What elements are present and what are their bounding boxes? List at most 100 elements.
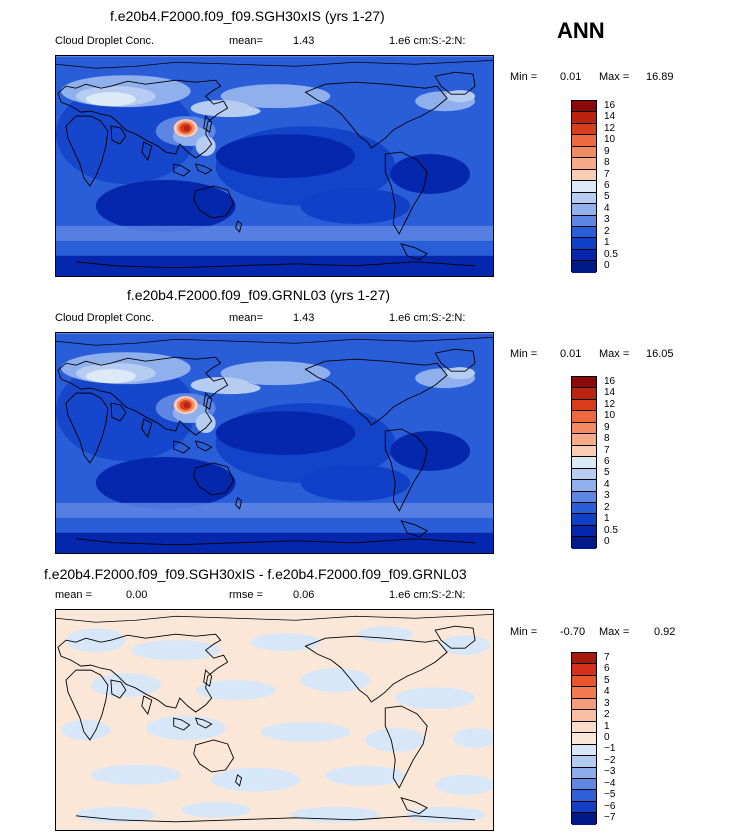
- panel3-map-svg: [56, 610, 493, 830]
- colorbar-swatch: [572, 146, 596, 159]
- colorbar-tick-label: 7: [604, 168, 610, 180]
- panel3-min-value: -0.70: [560, 626, 586, 638]
- colorbar-swatch: [572, 377, 596, 389]
- colorbar-tick-label: 8: [604, 157, 610, 169]
- panel3-units: 1.e6 cm:S:-2:N:: [389, 589, 466, 601]
- colorbar-swatch: [572, 169, 596, 182]
- colorbar-swatch: [572, 112, 596, 124]
- colorbar-swatch: [572, 514, 596, 526]
- colorbar-tick-label: 1: [604, 237, 610, 249]
- colorbar-tick-label: 10: [604, 410, 616, 422]
- panel2-field-label: Cloud Droplet Conc.: [55, 312, 155, 324]
- colorbar-tick-label: −4: [604, 777, 616, 789]
- colorbar-tick-label: 10: [604, 134, 616, 146]
- colorbar-tick-label: 16: [604, 375, 616, 387]
- colorbar-swatch: [572, 687, 596, 699]
- panel3-rmse-label: rmse =: [229, 589, 263, 601]
- colorbar-swatch: [572, 756, 596, 768]
- colorbar-swatch: [572, 698, 596, 711]
- colorbar-swatch: [572, 123, 596, 136]
- colorbar-tick-label: −7: [604, 812, 616, 824]
- panel2-map-svg: [56, 333, 493, 553]
- panel2-map: [55, 332, 494, 554]
- panel1-units: 1.e6 cm:S:-2:N:: [389, 35, 466, 47]
- colorbar-swatch: [572, 502, 596, 515]
- colorbar-swatch: [572, 181, 596, 193]
- colorbar-tick-label: −2: [604, 754, 616, 766]
- colorbar-swatch: [572, 158, 596, 170]
- colorbar-swatch: [572, 778, 596, 791]
- colorbar-swatch: [572, 537, 596, 549]
- panel1-mean-value: 1.43: [293, 35, 315, 47]
- panel3-max-value: 0.92: [654, 626, 676, 638]
- panel2-title: f.e20b4.F2000.f09_f09.GRNL03 (yrs 1-27): [127, 287, 391, 303]
- panel3-rmse-value: 0.06: [293, 589, 315, 601]
- colorbar-tick-label: −1: [604, 743, 616, 755]
- colorbar-tick-label: 0: [604, 732, 610, 743]
- panel2-max-label: Max =: [599, 348, 630, 360]
- colorbar-swatch: [572, 101, 596, 113]
- colorbar-tick-label: 12: [604, 122, 616, 134]
- panel3-mean-label: mean =: [55, 589, 92, 601]
- panel1-min-value: 0.01: [560, 71, 582, 83]
- colorbar-tick-label: 0: [604, 536, 610, 548]
- colorbar-tick-label: 0.5: [604, 524, 618, 536]
- colorbar-tick-label: 12: [604, 398, 616, 410]
- colorbar-tick-label: 3: [604, 490, 610, 502]
- colorbar-swatch: [572, 744, 596, 757]
- panel3-title: f.e20b4.F2000.f09_f09.SGH30xIS - f.e20b4…: [44, 566, 467, 582]
- colorbar-tick-label: 9: [604, 421, 610, 433]
- panel1-min-label: Min =: [510, 71, 538, 83]
- panel1-max-value: 16.89: [646, 71, 674, 83]
- colorbar-swatch: [572, 733, 596, 745]
- colorbar-tick-label: 2: [604, 709, 610, 721]
- colorbar-swatch: [572, 813, 596, 825]
- panel2-mean-value: 1.43: [293, 312, 315, 324]
- colorbar-swatch: [572, 721, 596, 734]
- panel1-map: [55, 55, 494, 277]
- colorbar-swatch: [572, 422, 596, 435]
- colorbar-tick-label: −3: [604, 766, 616, 778]
- panel3-mean-value: 0.00: [126, 589, 148, 601]
- colorbar-swatch: [572, 790, 596, 802]
- colorbar-swatch: [572, 468, 596, 481]
- colorbar-tick-label: 9: [604, 145, 610, 157]
- colorbar-tick-label: 7: [604, 651, 610, 663]
- colorbar-tick-label: 5: [604, 191, 610, 203]
- colorbar-swatch: [572, 411, 596, 423]
- colorbar-swatch: [572, 491, 596, 503]
- season-label: ANN: [557, 18, 605, 43]
- colorbar-tick-label: −5: [604, 789, 616, 801]
- colorbar-tick-label: 4: [604, 202, 610, 214]
- colorbar-swatch: [572, 767, 596, 779]
- colorbar-swatch: [572, 249, 596, 262]
- colorbar-tick-label: 6: [604, 456, 610, 467]
- panel2-units: 1.e6 cm:S:-2:N:: [389, 312, 466, 324]
- panel3-colorbar: [571, 652, 597, 825]
- panel1-title: f.e20b4.F2000.f09_f09.SGH30xIS (yrs 1-27…: [110, 8, 385, 24]
- panel1-mean-label: mean=: [229, 35, 263, 47]
- colorbar-tick-label: 4: [604, 478, 610, 490]
- colorbar-swatch: [572, 388, 596, 400]
- colorbar-swatch: [572, 675, 596, 688]
- colorbar-swatch: [572, 710, 596, 722]
- colorbar-swatch: [572, 525, 596, 538]
- panel2-colorbar: [571, 376, 597, 549]
- colorbar-swatch: [572, 204, 596, 216]
- panel2-min-value: 0.01: [560, 348, 582, 360]
- colorbar-tick-label: 8: [604, 433, 610, 445]
- colorbar-tick-label: 14: [604, 111, 616, 123]
- colorbar-tick-label: 6: [604, 663, 610, 675]
- panel2-min-label: Min =: [510, 348, 538, 360]
- colorbar-tick-label: 1: [604, 513, 610, 525]
- panel1-field-label: Cloud Droplet Conc.: [55, 35, 155, 47]
- colorbar-swatch: [572, 457, 596, 469]
- colorbar-swatch: [572, 480, 596, 492]
- panel2-mean-label: mean=: [229, 312, 263, 324]
- colorbar-tick-label: −6: [604, 800, 616, 812]
- panel3-map: [55, 609, 494, 831]
- colorbar-swatch: [572, 664, 596, 676]
- colorbar-tick-label: 2: [604, 225, 610, 237]
- colorbar-tick-label: 0: [604, 260, 610, 272]
- colorbar-tick-label: 2: [604, 501, 610, 513]
